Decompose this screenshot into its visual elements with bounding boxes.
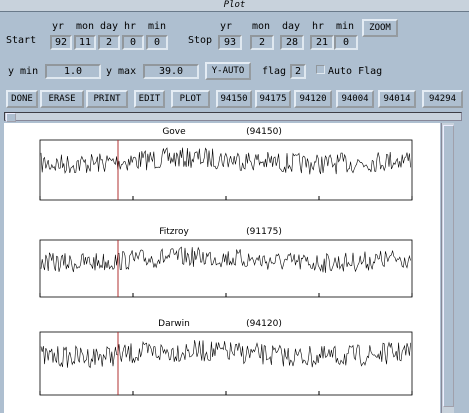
plot-name: Fitzroy [159, 227, 189, 237]
auto-flag-label: Auto Flag [328, 66, 383, 77]
ymax-field[interactable]: 39.0 [143, 64, 199, 79]
toolbar-button[interactable]: 94014 [378, 90, 416, 108]
h-scroll-thumb[interactable] [6, 113, 16, 122]
start-field[interactable]: 0 [122, 35, 144, 50]
plot-trace [40, 147, 411, 175]
toolbar-button[interactable]: 94004 [336, 90, 374, 108]
flag-label: flag [262, 66, 287, 77]
zoom-button[interactable]: ZOOM [362, 19, 398, 37]
plot-name: Gove [162, 127, 186, 137]
header-label: yr [220, 21, 233, 32]
plot-station: (94120) [246, 319, 282, 329]
toolbar-button[interactable]: ERASE [40, 90, 84, 108]
toolbar-button[interactable]: PLOT [171, 90, 210, 108]
ymin-label: y min [8, 66, 39, 77]
ymin-field[interactable]: 1.0 [45, 64, 101, 79]
header-label: min [148, 21, 167, 32]
toolbar-button[interactable]: 94294 [422, 90, 463, 108]
plot-station: (94150) [246, 127, 282, 137]
header-label: hr [124, 21, 137, 32]
start-field[interactable]: 0 [146, 35, 168, 50]
v-scrollbar[interactable] [441, 123, 454, 413]
window-title: Plot [0, 0, 469, 12]
flag-field[interactable]: 2 [290, 64, 306, 79]
toolbar-button[interactable]: 94150 [216, 90, 252, 108]
header-label: day [282, 21, 301, 32]
plot-trace [40, 340, 411, 369]
header-label: yr [52, 21, 65, 32]
header-label: mon [252, 21, 271, 32]
header-label: mon [76, 21, 95, 32]
stop-field[interactable]: 0 [334, 35, 358, 50]
stop-field[interactable]: 2 [250, 35, 274, 50]
stop-field[interactable]: 21 [310, 35, 334, 50]
plot-station: (91175) [246, 227, 282, 237]
h-scrollbar[interactable] [4, 112, 462, 122]
start-field[interactable]: 92 [50, 35, 72, 50]
toolbar-button[interactable]: DONE [6, 90, 38, 108]
stop-label: Stop [188, 35, 213, 46]
stop-field[interactable]: 93 [218, 35, 242, 50]
ymax-label: y max [106, 66, 137, 77]
header-label: min [336, 21, 355, 32]
toolbar-button[interactable]: EDIT [134, 90, 165, 108]
toolbar-button[interactable]: PRINT [86, 90, 128, 108]
plot-name: Darwin [158, 319, 190, 329]
v-scroll-thumb[interactable] [443, 125, 454, 407]
header-label: day [100, 21, 119, 32]
toolbar-button[interactable]: 94120 [294, 90, 332, 108]
toolbar-button[interactable]: 94175 [255, 90, 291, 108]
auto-flag-checkbox[interactable] [316, 65, 325, 74]
plot-trace [40, 246, 411, 273]
start-field[interactable]: 11 [74, 35, 96, 50]
start-field[interactable]: 2 [98, 35, 120, 50]
header-label: hr [312, 21, 325, 32]
plot-area: Gove (94150) Fitzroy (91175) Darwin (94120) [4, 123, 440, 413]
start-label: Start [6, 35, 37, 46]
stop-field[interactable]: 28 [280, 35, 304, 50]
y-auto-button[interactable]: Y-AUTO [205, 62, 251, 80]
plot-background [4, 123, 440, 413]
